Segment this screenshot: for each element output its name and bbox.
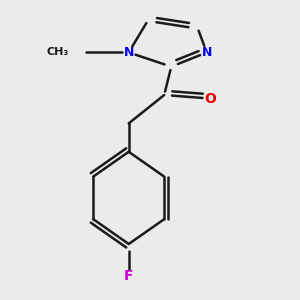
Text: N: N	[124, 46, 134, 59]
Text: CH₃: CH₃	[46, 47, 68, 57]
Text: N: N	[202, 46, 212, 59]
Text: F: F	[124, 269, 134, 283]
Text: O: O	[204, 92, 216, 106]
